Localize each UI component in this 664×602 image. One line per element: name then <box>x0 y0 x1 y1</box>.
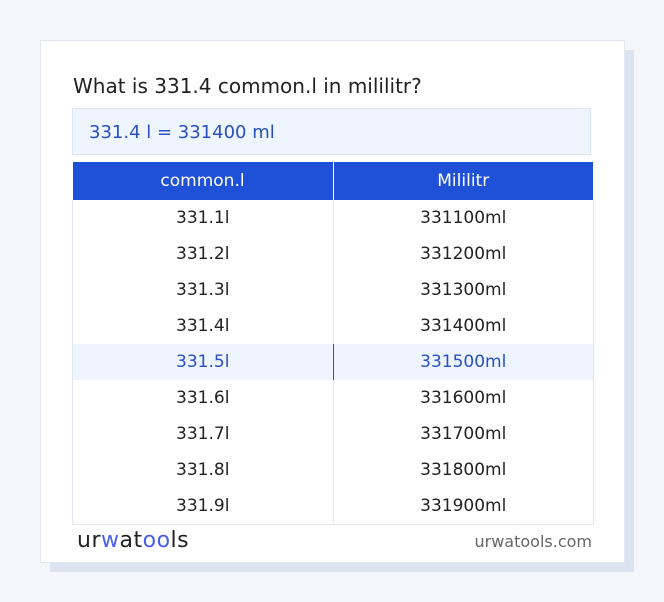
urwatools-logo[interactable]: urwatools <box>77 528 190 553</box>
table-row: 331.2l 331200ml <box>72 236 594 272</box>
common-l-cell: 331.8l <box>72 452 334 488</box>
table-row: 331.4l 331400ml <box>72 308 594 344</box>
mililitr-cell: 331400ml <box>332 308 594 344</box>
table-row: 331.7l 331700ml <box>72 416 594 452</box>
common-l-cell: 331.5l <box>72 344 334 380</box>
result-box: 331.4 l = 331400 ml <box>72 108 591 155</box>
mililitr-cell: 331500ml <box>332 344 594 380</box>
converter-card: What is 331.4 common.l in mililitr? 331.… <box>40 40 625 563</box>
common-l-cell: 331.6l <box>72 380 334 416</box>
table-row: 331.6l 331600ml <box>72 380 594 416</box>
page-title: What is 331.4 common.l in mililitr? <box>73 74 422 98</box>
table-row: 331.8l 331800ml <box>72 452 594 488</box>
mililitr-cell: 331200ml <box>332 236 594 272</box>
common-l-cell: 331.1l <box>72 200 334 236</box>
common-l-cell: 331.7l <box>72 416 334 452</box>
common-l-cell: 331.4l <box>72 308 334 344</box>
column-header-common-l: common.l <box>72 162 334 200</box>
conversion-table: common.l Mililitr 331.1l 331100ml 331.2l 33… <box>72 162 594 525</box>
site-link[interactable]: urwatools.com <box>474 532 593 551</box>
mililitr-cell: 331300ml <box>332 272 594 308</box>
mililitr-cell: 331900ml <box>332 488 594 525</box>
mililitr-cell: 331800ml <box>332 452 594 488</box>
mililitr-cell: 331100ml <box>332 200 594 236</box>
mililitr-cell: 331600ml <box>332 380 594 416</box>
common-l-cell: 331.3l <box>72 272 334 308</box>
column-header-mililitr: Mililitr <box>333 162 594 200</box>
table-row: 331.1l 331100ml <box>72 200 594 236</box>
mililitr-cell: 331700ml <box>332 416 594 452</box>
table-row: 331.5l 331500ml <box>72 344 594 380</box>
table-row: 331.9l 331900ml <box>72 488 594 525</box>
table-row: 331.3l 331300ml <box>72 272 594 308</box>
common-l-cell: 331.9l <box>72 488 334 525</box>
common-l-cell: 331.2l <box>72 236 334 272</box>
